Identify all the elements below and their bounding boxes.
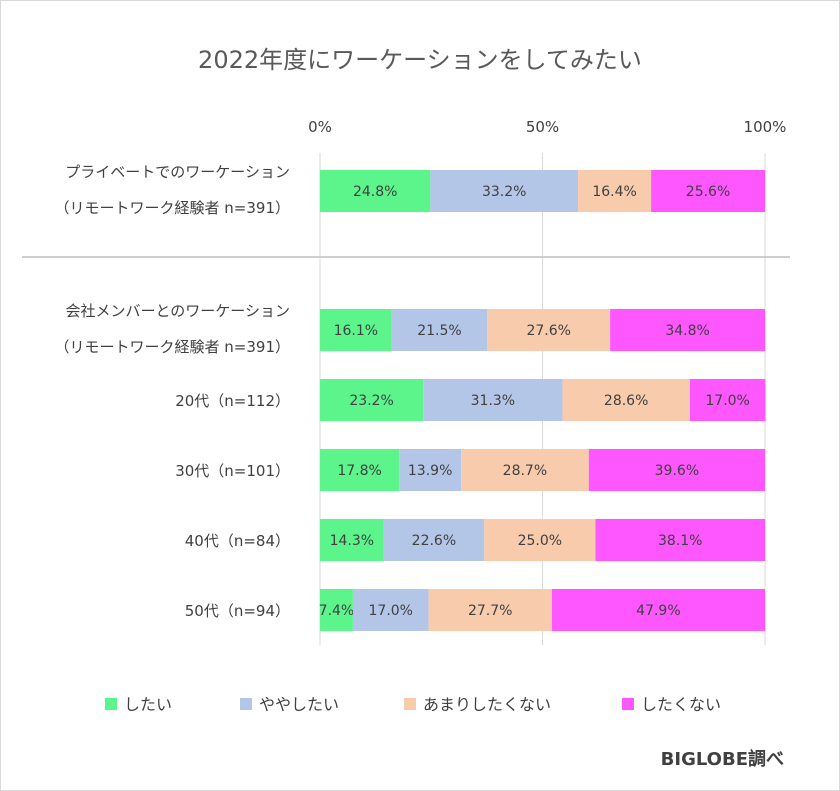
bar-segment: [320, 449, 400, 491]
legend-swatch: [240, 698, 252, 710]
data-label: 27.7%: [468, 603, 512, 619]
category-label: （リモートワーク経験者 n=391）: [55, 199, 290, 217]
data-label: 24.8%: [353, 184, 397, 200]
bar-segment: [595, 519, 765, 561]
data-label: 22.6%: [412, 533, 456, 549]
x-tick-label: 100%: [744, 118, 787, 136]
data-label: 17.0%: [369, 603, 413, 619]
data-label: 25.6%: [686, 184, 730, 200]
category-label: 20代（n=112）: [175, 392, 290, 410]
bar-segment: [391, 309, 488, 351]
data-label: 47.9%: [636, 603, 680, 619]
bar-segment: [484, 519, 596, 561]
category-label: 会社メンバーとのワーケーション: [65, 302, 290, 320]
bar-segment: [320, 589, 353, 631]
chart-title: 2022年度にワーケーションをしてみたい: [198, 46, 642, 74]
data-label: 13.9%: [408, 463, 452, 479]
bar-segment: [320, 519, 384, 561]
bar-segment: [610, 309, 765, 351]
x-tick-label: 0%: [308, 118, 332, 136]
bar-segment: [651, 170, 765, 212]
data-label: 21.5%: [417, 323, 461, 339]
category-label: 40代（n=84）: [185, 532, 290, 550]
legend-swatch: [105, 698, 117, 710]
bar-segment: [578, 170, 652, 212]
data-label: 25.0%: [518, 533, 562, 549]
bar-segment: [689, 379, 766, 421]
bar-segment: [399, 449, 462, 491]
data-label: 34.8%: [665, 323, 709, 339]
data-label: 23.2%: [349, 393, 393, 409]
data-label: 7.4%: [319, 603, 355, 619]
category-label: プライベートでのワーケーション: [65, 163, 290, 181]
bar-segment: [320, 379, 424, 421]
legend-label: あまりしたくない: [423, 695, 551, 714]
data-label: 17.0%: [705, 393, 749, 409]
category-label: （リモートワーク経験者 n=391）: [55, 338, 290, 356]
data-label: 16.4%: [592, 184, 636, 200]
legend-label: したくない: [641, 695, 721, 714]
x-tick-label: 50%: [526, 118, 559, 136]
source-credit: BIGLOBE調べ: [660, 749, 784, 770]
data-label: 31.3%: [471, 393, 515, 409]
category-label: 50代（n=94）: [185, 602, 290, 620]
legend-label: ややしたい: [259, 695, 339, 714]
bar-segment: [383, 519, 485, 561]
category-label: 30代（n=101）: [175, 462, 290, 480]
data-label: 16.1%: [334, 323, 378, 339]
data-label: 27.6%: [526, 323, 570, 339]
data-label: 38.1%: [658, 533, 702, 549]
data-label: 39.6%: [655, 463, 699, 479]
bar-segment: [430, 170, 579, 212]
data-label: 28.7%: [503, 463, 547, 479]
bar-segment: [320, 170, 431, 212]
legend-label: したい: [124, 695, 172, 714]
legend-swatch: [404, 698, 416, 710]
bar-segment: [461, 449, 589, 491]
bar-segment: [487, 309, 611, 351]
data-label: 28.6%: [604, 393, 648, 409]
legend-swatch: [622, 698, 634, 710]
data-label: 14.3%: [330, 533, 374, 549]
bar-segment: [352, 589, 429, 631]
bar-segment: [588, 449, 765, 491]
bar-segment: [320, 309, 392, 351]
bar-segment: [428, 589, 552, 631]
bar-segment: [423, 379, 563, 421]
bar-segment: [551, 589, 765, 631]
bar-segment: [562, 379, 690, 421]
data-label: 17.8%: [337, 463, 381, 479]
data-label: 33.2%: [482, 184, 526, 200]
